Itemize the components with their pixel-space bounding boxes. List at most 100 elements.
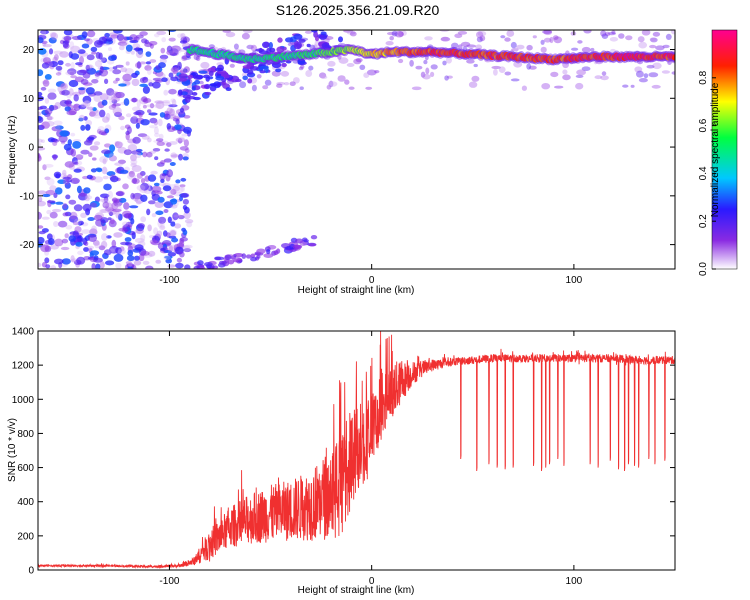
spectrogram-feature-blob <box>249 66 259 71</box>
spectrogram-noise-blob <box>83 103 89 107</box>
spectrogram-noise-blob <box>111 239 117 248</box>
spectrogram-noise-blob <box>468 81 478 88</box>
spectrogram-noise-blob <box>49 211 58 219</box>
spectrogram-noise-blob <box>55 81 65 88</box>
spectrogram-noise-blob <box>99 65 104 74</box>
spectrogram-noise-blob <box>283 82 290 86</box>
spectrogram-noise-blob <box>125 242 133 246</box>
colorbar-tick-label: 0.0 <box>698 262 709 276</box>
spectrogram-noise-blob <box>183 244 193 249</box>
spectrogram-noise-blob <box>159 225 166 231</box>
spectrogram-noise-blob <box>161 37 167 43</box>
spectrogram-noise-blob <box>179 184 186 188</box>
spectrogram-noise-blob <box>108 104 116 110</box>
snr-y-axis-label: SNR (10 * v/v) <box>7 418 18 482</box>
spectrogram-noise-blob <box>166 232 171 238</box>
spectrogram-noise-blob <box>662 44 670 49</box>
spectrogram-noise-blob <box>166 107 173 114</box>
spectrogram-noise-blob <box>575 74 584 78</box>
spectrogram-feature-blob <box>338 36 343 43</box>
spectrogram-noise-blob <box>168 141 178 145</box>
spectrogram-noise-blob <box>63 30 73 36</box>
spectrogram-noise-blob <box>476 31 484 39</box>
spectrogram-feature-blob <box>197 260 204 266</box>
spectrogram-noise-blob <box>168 72 174 78</box>
spectrogram-noise-blob <box>72 104 79 109</box>
spectrogram-noise-blob <box>105 260 115 266</box>
spectrogram-noise-blob <box>163 201 174 209</box>
spectrogram-feature-blob <box>191 86 196 91</box>
spectrogram-noise-blob <box>50 32 58 41</box>
spectrogram-noise-blob <box>38 211 42 220</box>
spectrogram-noise-blob <box>319 72 327 79</box>
spectrogram-noise-blob <box>423 59 428 65</box>
snr-y-tick-label: 1200 <box>12 361 35 372</box>
spectrogram-noise-blob <box>178 111 186 118</box>
spectrogram-noise-blob <box>144 65 152 71</box>
spectrogram-noise-blob <box>363 72 370 78</box>
spectrogram-noise-blob <box>77 49 86 54</box>
spectrogram-noise-blob <box>78 114 85 121</box>
spectrogram-feature-blob <box>311 30 318 33</box>
spectrogram-noise-blob <box>146 151 153 158</box>
spectrogram-marks <box>38 30 675 269</box>
spectrogram-noise-blob <box>106 88 115 96</box>
spectrogram-noise-blob <box>92 107 97 112</box>
spectrogram-noise-blob <box>473 63 478 68</box>
spectrogram-noise-blob <box>131 178 140 185</box>
spectrogram-noise-blob <box>38 91 43 97</box>
spectrogram-noise-blob <box>175 118 180 125</box>
spectrogram-noise-blob <box>229 63 235 68</box>
spectrogram-feature-blob <box>259 65 269 70</box>
spectrogram-noise-blob <box>83 247 89 252</box>
spectrogram-noise-blob <box>169 162 176 166</box>
spectrogram-noise-blob <box>262 85 269 90</box>
spectrogram-noise-blob <box>112 66 118 70</box>
spectrogram-noise-blob <box>125 61 130 66</box>
spectrogram-noise-blob <box>130 158 138 166</box>
spectrogram-noise-blob <box>181 55 192 61</box>
spectrogram-noise-blob <box>42 164 47 171</box>
spectrogram-noise-blob <box>57 60 64 66</box>
spectrogram-feature-blob <box>321 42 330 49</box>
spectrogram-noise-blob <box>62 179 70 185</box>
spectrogram-noise-blob <box>54 238 64 247</box>
spectrogram-noise-blob <box>48 48 54 55</box>
spectrogram-noise-blob <box>82 71 91 79</box>
spectrogram-feature-blob <box>204 83 211 90</box>
spectrogram-noise-blob <box>618 33 625 39</box>
spectrogram-noise-blob <box>140 119 150 126</box>
spectrogram-noise-blob <box>170 221 176 227</box>
spectrogram-noise-blob <box>176 257 182 263</box>
spectrogram-noise-blob <box>70 148 77 157</box>
spectrogram-noise-blob <box>94 60 103 68</box>
spectrogram-noise-blob <box>166 50 175 56</box>
spectrogram-noise-blob <box>170 152 177 159</box>
spectrogram-noise-blob <box>540 46 547 53</box>
spectrogram-noise-blob <box>136 99 141 108</box>
spectrogram-feature-blob <box>268 42 273 49</box>
spectrogram-noise-blob <box>82 203 92 212</box>
spectrogram-noise-blob <box>289 81 296 86</box>
spectrogram-noise-blob <box>182 198 189 205</box>
spectrogram-noise-blob <box>182 156 189 161</box>
spectrogram-noise-blob <box>155 101 165 110</box>
snr-series-line <box>38 331 675 570</box>
spectrogram-noise-blob <box>125 132 130 141</box>
spectrogram-noise-blob <box>430 71 435 77</box>
spectrogram-noise-blob <box>72 141 82 149</box>
spectrogram-noise-blob <box>85 87 95 95</box>
spectrogram-noise-blob <box>637 36 645 43</box>
spectrogram-noise-blob <box>359 64 366 71</box>
spectrogram-noise-blob <box>327 68 335 72</box>
spectrogram-noise-blob <box>83 187 91 194</box>
spectrogram-feature-blob <box>245 254 252 259</box>
spectrogram-noise-blob <box>601 33 609 39</box>
colorbar: 0.0 0.2 0.4 0.6 0.8 Normalized spectral ampl… <box>698 29 738 276</box>
spectrogram-y-tick-label: -20 <box>20 240 35 251</box>
spectrogram-noise-blob <box>53 120 63 126</box>
spectrogram-noise-blob <box>304 30 312 34</box>
spectrogram-noise-blob <box>135 50 144 59</box>
spectrogram-feature-blob <box>298 38 306 43</box>
